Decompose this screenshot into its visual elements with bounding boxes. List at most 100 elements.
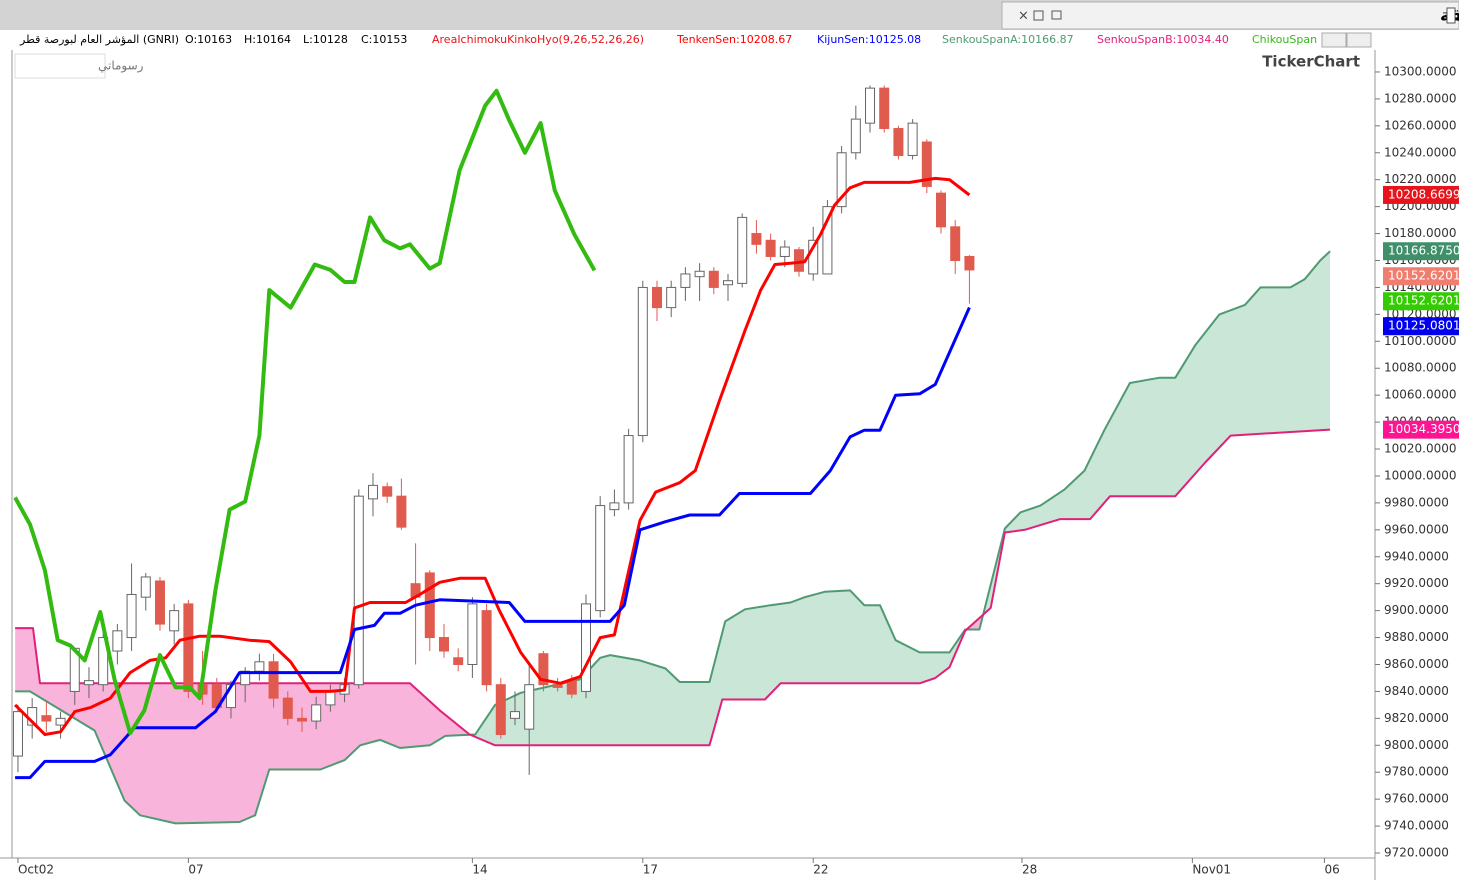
indicator-line — [14, 176, 971, 736]
candle-body — [83, 680, 94, 686]
legend-entry: TenkenSen:10208.67 — [676, 33, 792, 46]
close-value: C:10153 — [361, 33, 407, 46]
candle-body — [552, 684, 563, 688]
title-tab — [1001, 1, 1459, 30]
candle-body — [154, 580, 165, 625]
legend-entry: KijunSen:10125.08 — [817, 33, 921, 46]
candle-body — [112, 630, 123, 652]
candle-body — [268, 661, 279, 699]
candle-body — [950, 226, 961, 261]
close-icon[interactable]: × — [1018, 9, 1029, 24]
candle-body — [765, 239, 776, 257]
price-tag-label: 10034.3950 — [1388, 422, 1459, 436]
candle-body — [723, 280, 734, 286]
y-tick-label: 9720.0000 — [1384, 846, 1449, 860]
y-tick-label: 10180.0000 — [1384, 226, 1457, 240]
candle-body — [680, 273, 691, 288]
y-tick-label: 10240.0000 — [1384, 145, 1457, 159]
price-tag — [1383, 292, 1459, 311]
price-tag — [1383, 317, 1459, 336]
y-tick-label: 9840.0000 — [1384, 684, 1449, 698]
candle-body — [254, 661, 265, 672]
legend-entry: ChikouSpan — [1252, 33, 1317, 46]
candle-body — [566, 680, 577, 695]
window-checkbox[interactable] — [1446, 7, 1456, 24]
y-tick-label: 9940.0000 — [1384, 549, 1449, 563]
panel-maximize[interactable] — [1321, 32, 1347, 48]
candle-body — [367, 484, 378, 500]
y-tick-label: 10020.0000 — [1384, 442, 1457, 456]
y-tick-label: 9960.0000 — [1384, 522, 1449, 536]
logo: TickerChart — [1262, 53, 1360, 71]
candle-body — [509, 711, 520, 719]
candle-body — [822, 206, 833, 275]
symbol-name: المؤشر العام لبورصة قطر (GNRI) — [19, 33, 179, 46]
candle-body — [964, 255, 975, 271]
price-tag — [1383, 185, 1459, 204]
y-tick-label: 9780.0000 — [1384, 765, 1449, 779]
y-tick-label: 10220.0000 — [1384, 172, 1457, 186]
y-tick-label: 10260.0000 — [1384, 118, 1457, 132]
low-value: L:10128 — [303, 33, 348, 46]
candle-body — [55, 717, 66, 726]
legend-entry: SenkouSpanB:10034.40 — [1097, 33, 1229, 46]
candle-body — [595, 505, 606, 612]
drawings-label[interactable]: رسوماتي — [98, 59, 144, 74]
candle-body — [694, 270, 705, 278]
candle-body — [98, 637, 109, 686]
candle-body — [495, 684, 506, 736]
candle-body — [169, 610, 180, 632]
y-tick-label: 9980.0000 — [1384, 495, 1449, 509]
candle-body — [467, 603, 478, 665]
x-tick-label: 14 — [472, 863, 487, 877]
candle-body — [850, 118, 861, 154]
candle-body — [623, 435, 634, 504]
x-tick-label: 06 — [1324, 863, 1339, 877]
restore-icon[interactable] — [1033, 10, 1044, 21]
candle-body — [836, 152, 847, 208]
candle-body — [637, 286, 648, 437]
candle-body — [609, 502, 620, 511]
y-tick-label: 9740.0000 — [1384, 819, 1449, 833]
price-tag-label: 10208.6699 — [1388, 187, 1459, 201]
high-value: H:10164 — [244, 33, 291, 46]
legend-entry: SenkouSpanA:10166.87 — [942, 33, 1074, 46]
candle-body — [538, 653, 549, 686]
x-tick-label: 22 — [813, 863, 828, 877]
candle-body — [794, 249, 805, 272]
y-tick-label: 10100.0000 — [1384, 334, 1457, 348]
panel-settings[interactable] — [1346, 32, 1372, 48]
indicator-line — [13, 88, 597, 736]
candle-body — [438, 637, 449, 652]
candle-body — [296, 717, 307, 722]
y-tick-label: 9900.0000 — [1384, 603, 1449, 617]
candle-body — [282, 697, 293, 719]
price-tag-label: 10166.8750 — [1388, 244, 1459, 258]
drawings-button[interactable] — [14, 53, 106, 79]
indicator-name: AreaIchimokuKinkoHyo(9,26,52,26,26) — [432, 33, 644, 46]
indicator-line — [15, 428, 1331, 747]
price-tag — [1383, 242, 1459, 261]
y-tick-label: 9860.0000 — [1384, 657, 1449, 671]
candle-body — [481, 610, 492, 686]
candle-body — [652, 286, 663, 309]
price-tag-label: 10152.6201 — [1388, 269, 1459, 283]
y-tick-label: 9920.0000 — [1384, 576, 1449, 590]
y-tick-label: 10060.0000 — [1384, 388, 1457, 402]
price-tag-label: 10152.6201 — [1388, 294, 1459, 308]
price-tag-label: 10125.0801 — [1388, 319, 1459, 333]
candle-body — [865, 87, 876, 124]
y-tick-label: 10300.0000 — [1384, 64, 1457, 78]
y-tick-label: 10000.0000 — [1384, 468, 1457, 482]
candle-body — [382, 486, 393, 497]
candle-body — [921, 141, 932, 187]
x-tick-label: 07 — [188, 863, 203, 877]
detach-icon[interactable] — [1051, 10, 1062, 20]
candle-body — [893, 128, 904, 156]
candle-body — [453, 657, 464, 665]
open-value: O:10163 — [185, 33, 232, 46]
candle-body — [666, 286, 677, 309]
candle-body — [737, 216, 748, 284]
y-tick-label: 10280.0000 — [1384, 91, 1457, 105]
